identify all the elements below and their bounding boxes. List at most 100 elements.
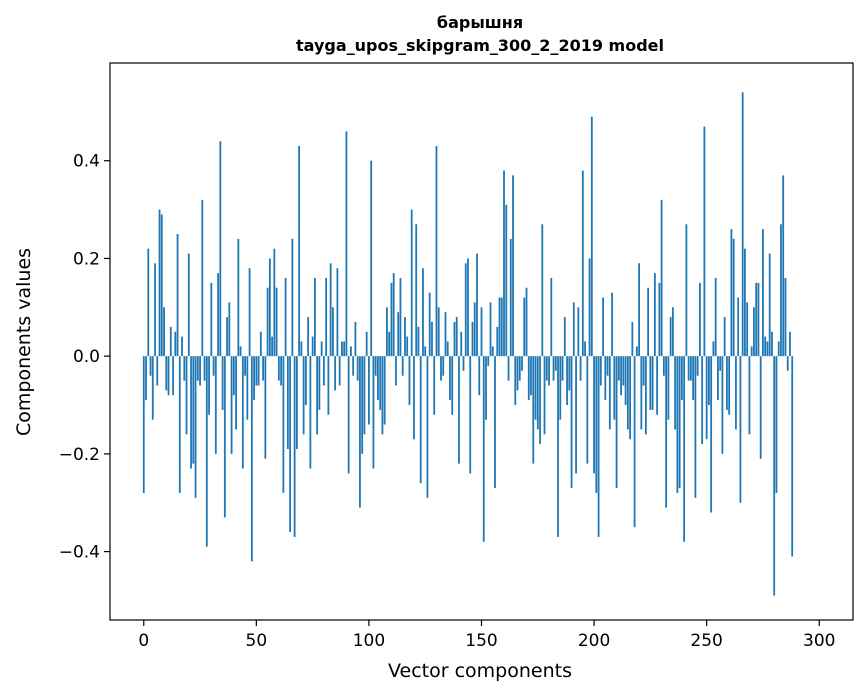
bar — [762, 229, 764, 357]
bar — [444, 312, 447, 357]
bar — [422, 268, 424, 357]
bar — [169, 326, 172, 357]
bar — [579, 356, 582, 381]
bar — [717, 356, 719, 401]
bar — [435, 146, 438, 357]
bar — [721, 356, 724, 454]
bar — [181, 336, 183, 357]
bar — [746, 302, 749, 357]
bar — [214, 356, 217, 454]
bar — [527, 356, 530, 401]
bar — [291, 238, 294, 357]
bar — [428, 292, 431, 357]
bar — [557, 356, 559, 537]
bar — [631, 321, 634, 357]
bar — [514, 356, 517, 406]
bar — [624, 356, 627, 406]
bar — [343, 341, 346, 357]
bar — [142, 356, 145, 493]
bar — [604, 356, 607, 401]
bar — [426, 356, 429, 498]
bar — [250, 356, 253, 562]
bar — [316, 356, 319, 435]
bar — [620, 356, 622, 396]
bar — [750, 346, 753, 357]
bar — [404, 317, 406, 357]
bar — [208, 356, 210, 415]
bar — [149, 356, 152, 376]
bar — [325, 277, 328, 357]
bar — [280, 356, 283, 386]
bar — [730, 229, 733, 357]
bar — [392, 273, 395, 357]
bar — [622, 356, 625, 386]
bar — [699, 282, 701, 357]
bar — [581, 170, 584, 357]
bar — [356, 356, 359, 381]
bar — [644, 356, 647, 435]
chart-title-line-2: tayga_upos_skipgram_300_2_2019 model — [296, 36, 664, 55]
bar — [232, 356, 235, 396]
bar — [318, 356, 321, 410]
bar — [295, 356, 298, 449]
bar — [341, 341, 343, 357]
bar — [368, 356, 370, 425]
bar — [165, 356, 168, 391]
bar — [676, 356, 679, 493]
bar — [494, 356, 496, 489]
bar — [388, 331, 391, 357]
bar — [471, 321, 474, 357]
x-tick-label: 150 — [465, 631, 497, 651]
bar — [563, 317, 566, 357]
bar — [354, 321, 357, 357]
bar — [334, 356, 337, 391]
bar — [361, 356, 364, 454]
bar — [307, 317, 310, 357]
bar — [160, 214, 163, 357]
bar — [476, 253, 478, 357]
bar — [726, 356, 728, 410]
bar — [712, 341, 715, 357]
bar — [480, 307, 483, 357]
bar — [584, 341, 586, 357]
bar — [780, 224, 782, 357]
bar — [595, 356, 598, 493]
bar — [401, 356, 404, 376]
bar — [539, 356, 541, 445]
bar — [320, 341, 323, 357]
bar — [309, 356, 312, 469]
bar — [482, 356, 485, 542]
bar — [714, 277, 717, 357]
bar — [390, 282, 393, 357]
y-axis-label: Components values — [13, 248, 35, 436]
bar — [395, 356, 397, 386]
y-tick-label: −0.4 — [59, 543, 100, 563]
bar — [205, 356, 208, 547]
bar — [442, 356, 445, 376]
y-axis: −0.4 −0.2 0.0 0.2 0.4 — [59, 152, 110, 563]
bar — [313, 277, 316, 357]
bar — [338, 356, 341, 386]
x-tick-label: 250 — [690, 631, 722, 651]
bar — [642, 356, 645, 386]
bar — [302, 356, 305, 435]
bar — [719, 356, 722, 371]
bar — [638, 263, 641, 357]
bar — [478, 356, 481, 396]
bar — [345, 131, 348, 357]
bar — [608, 356, 611, 430]
bar — [241, 356, 244, 469]
x-tick-label: 100 — [353, 631, 385, 651]
bar — [732, 238, 735, 357]
bar — [352, 356, 355, 376]
bar — [534, 356, 537, 420]
bar — [777, 341, 780, 357]
bar — [735, 356, 737, 430]
bar — [262, 356, 264, 381]
bar — [656, 356, 659, 415]
bar — [158, 209, 161, 357]
x-axis: 0 50 100 150 200 250 300 — [138, 620, 835, 651]
bar — [239, 346, 242, 357]
y-tick-label: 0.4 — [73, 152, 100, 172]
bar — [185, 356, 188, 435]
